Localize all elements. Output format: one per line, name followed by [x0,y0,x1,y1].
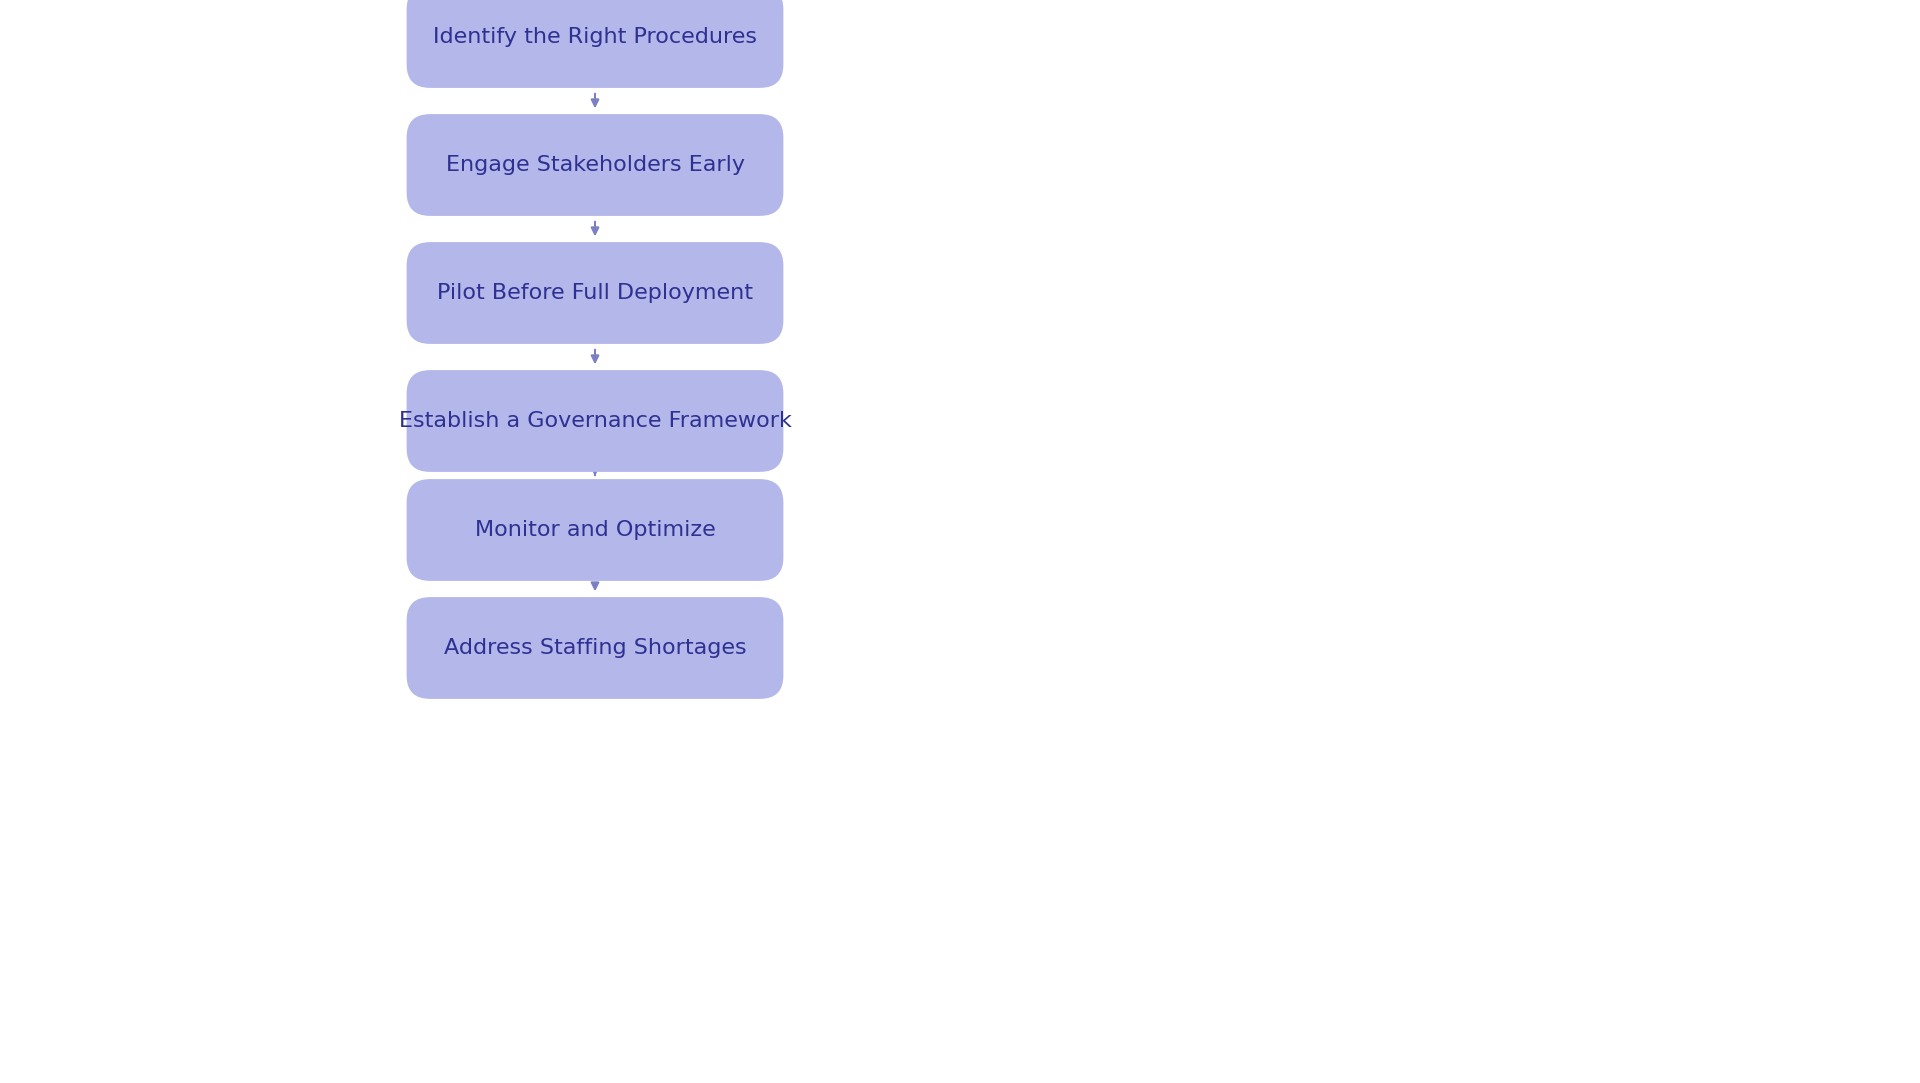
FancyBboxPatch shape [407,597,783,699]
FancyBboxPatch shape [407,114,783,216]
FancyBboxPatch shape [407,479,783,580]
FancyBboxPatch shape [407,0,783,88]
FancyBboxPatch shape [407,243,783,344]
FancyBboxPatch shape [407,370,783,472]
Text: Identify the Right Procedures: Identify the Right Procedures [434,27,756,47]
Text: Establish a Governance Framework: Establish a Governance Framework [399,412,791,431]
Text: Engage Stakeholders Early: Engage Stakeholders Early [445,155,745,175]
Text: Monitor and Optimize: Monitor and Optimize [474,520,716,540]
Text: Pilot Before Full Deployment: Pilot Before Full Deployment [438,283,753,303]
Text: Address Staffing Shortages: Address Staffing Shortages [444,638,747,658]
